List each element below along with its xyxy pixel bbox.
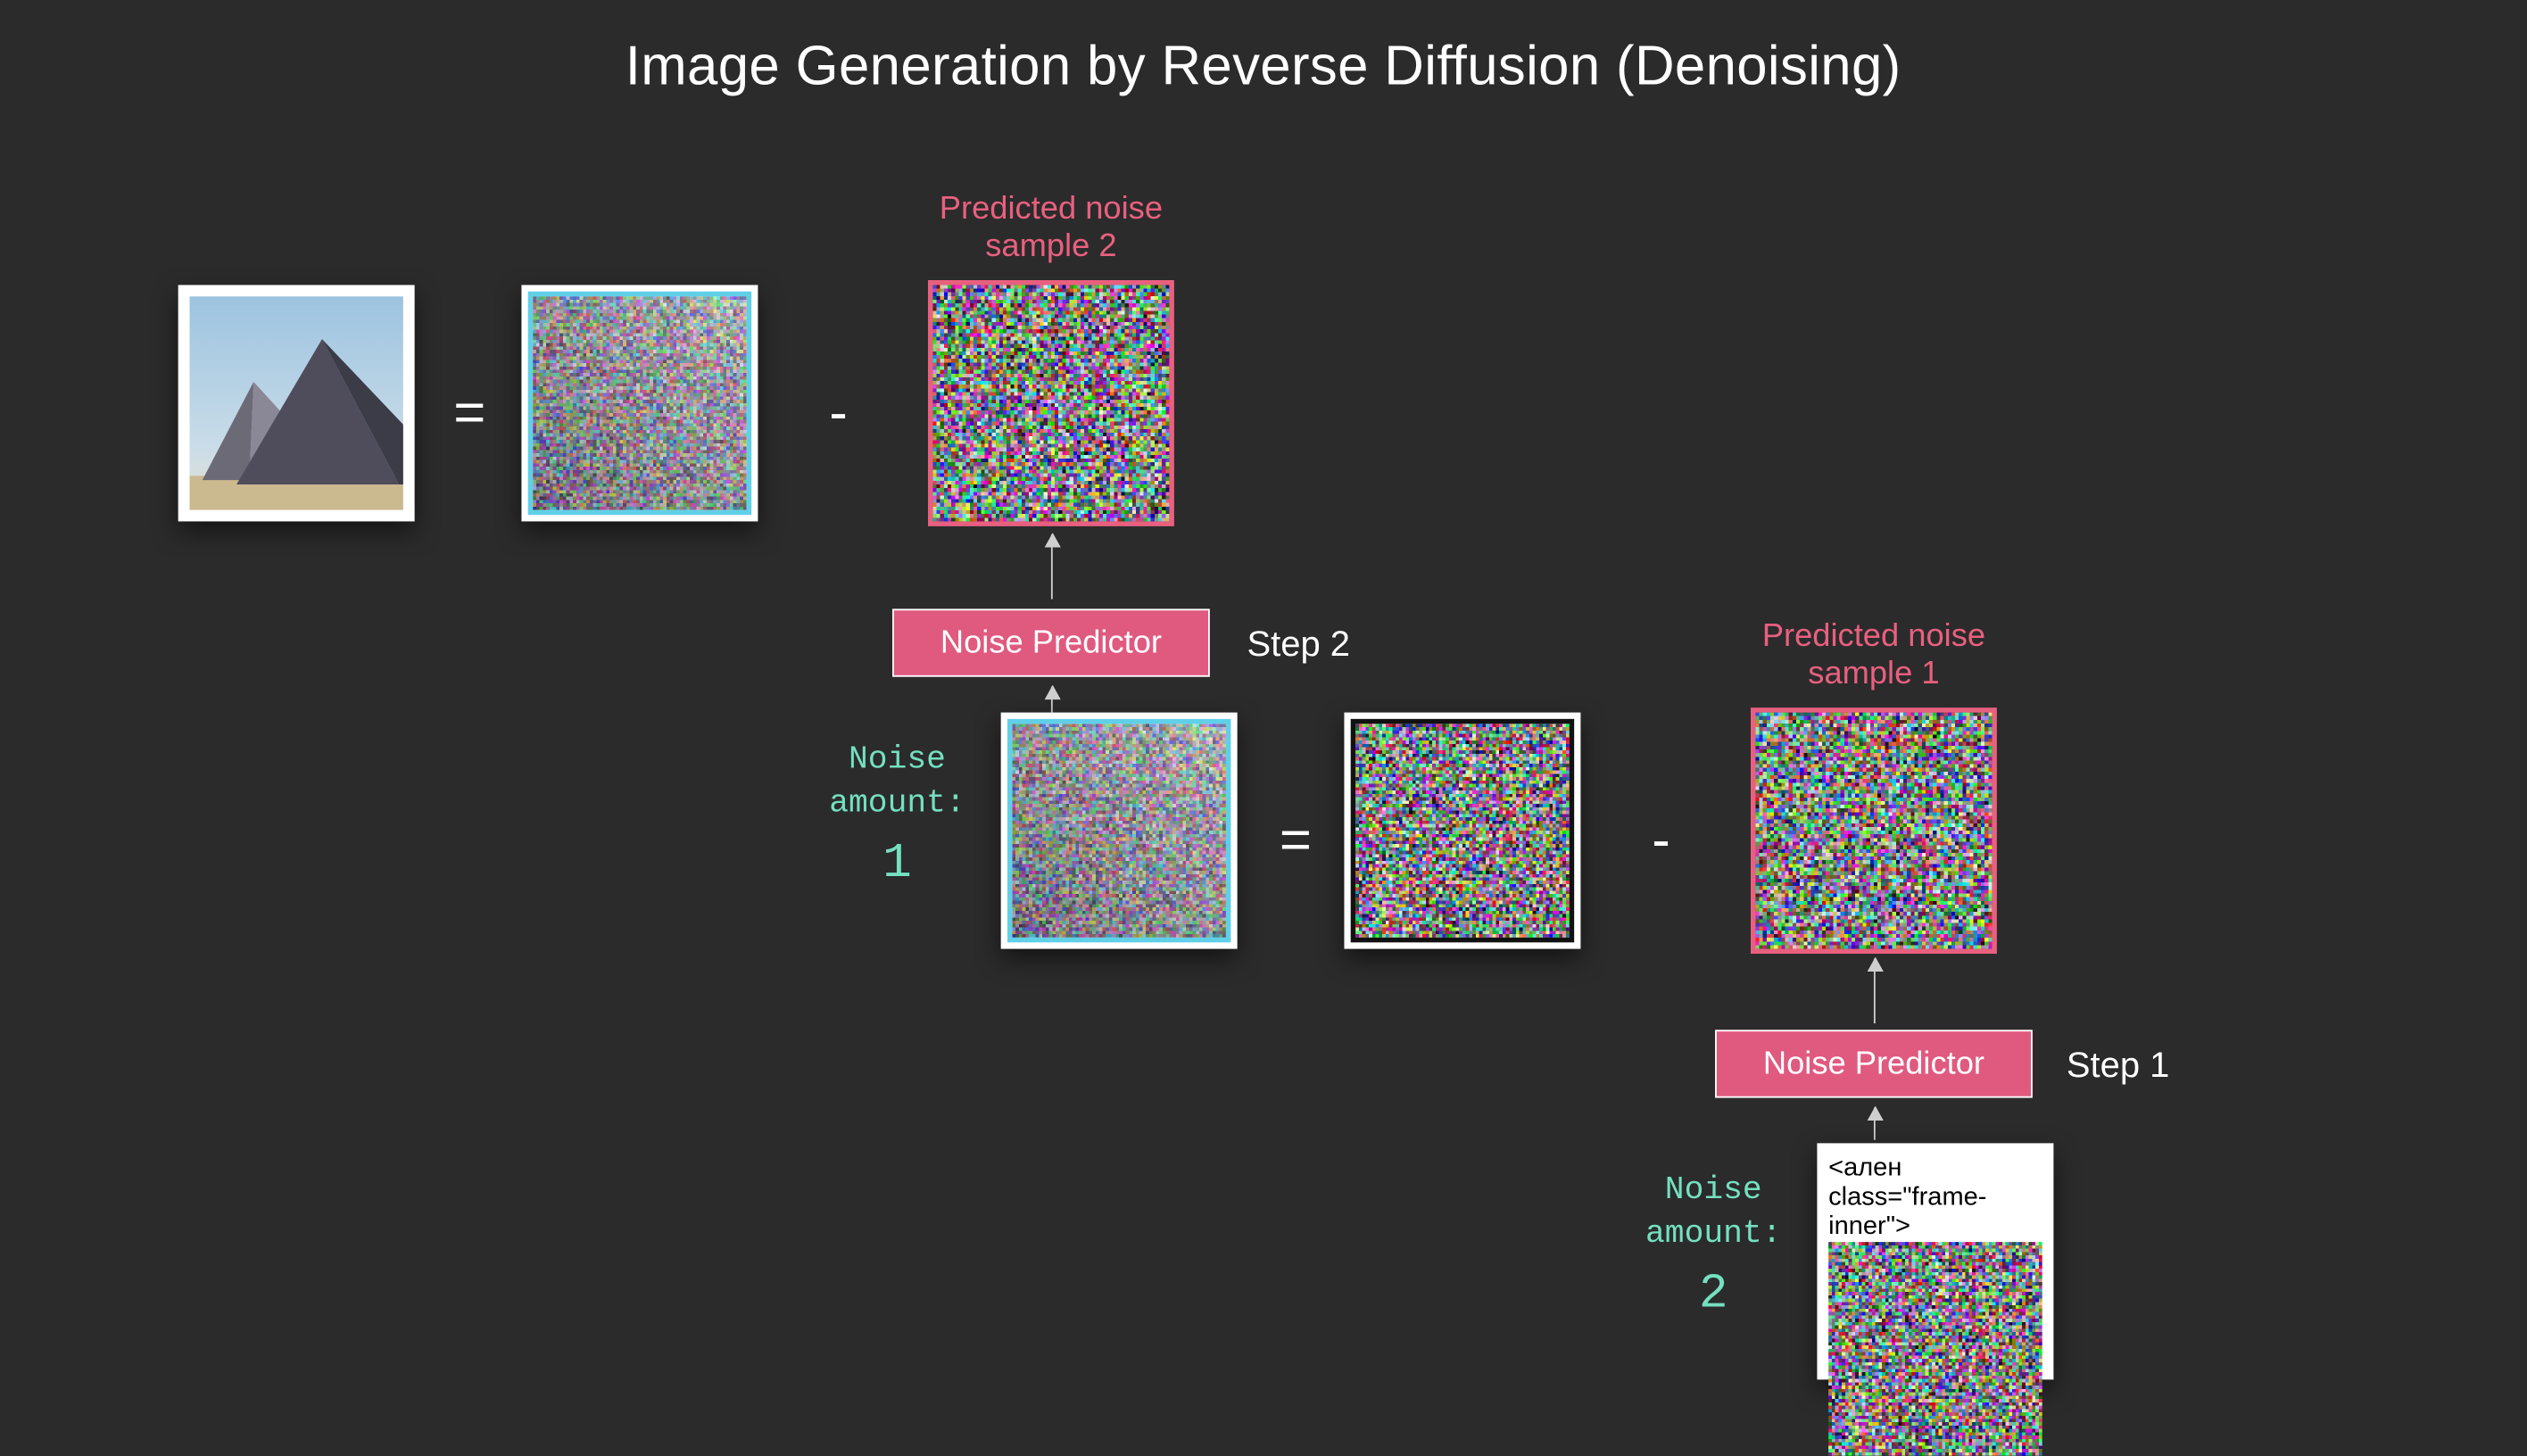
- full-noise-mid: [1344, 713, 1580, 949]
- step-1-label: Step 1: [2067, 1045, 2169, 1087]
- noise-canvas: [1355, 724, 1570, 938]
- predicted-noise-1-image: [1755, 713, 1992, 949]
- noise-canvas: [533, 296, 747, 510]
- result-image-frame: [178, 285, 415, 521]
- noise-predictor-2-box: Noise Predictor: [892, 608, 1210, 676]
- predicted-noise-1-label: Predicted noisesample 1: [1728, 618, 2020, 692]
- predicted-noise-2-label: Predicted noisesample 2: [906, 191, 1197, 265]
- equals-op-top: =: [453, 382, 485, 445]
- noise-amount-1-label: Noise amount: 1: [816, 739, 978, 898]
- arrow-icon: [1051, 687, 1053, 713]
- noise-canvas: [1828, 1242, 2042, 1456]
- minus-op-top: -: [829, 382, 848, 445]
- step-2-label: Step 2: [1247, 624, 1350, 666]
- noise-canvas: [1012, 724, 1226, 938]
- noise-amount-1-value: 1: [816, 832, 978, 898]
- noise-canvas: [1755, 713, 1992, 949]
- minus-op-mid: -: [1652, 809, 1670, 873]
- noisy-image-top: [521, 285, 758, 521]
- noise-amount-2-label: Noise amount: 2: [1633, 1169, 1794, 1328]
- full-noise-bottom: <ален class="frame-inner">: [1817, 1143, 2053, 1379]
- noise-amount-2-value: 2: [1633, 1263, 1794, 1329]
- noise-canvas: [932, 285, 1169, 521]
- pyramid-image: [189, 296, 403, 510]
- predicted-noise-2-image: [932, 285, 1169, 521]
- arrow-icon: [1874, 1107, 1876, 1139]
- equals-op-mid: =: [1280, 809, 1312, 873]
- arrow-icon: [1051, 534, 1053, 600]
- arrow-icon: [1874, 958, 1876, 1023]
- page-title: Image Generation by Reverse Diffusion (D…: [0, 36, 2526, 99]
- noise-predictor-1-box: Noise Predictor: [1715, 1030, 2033, 1097]
- noisy-image-mid: [1001, 713, 1238, 949]
